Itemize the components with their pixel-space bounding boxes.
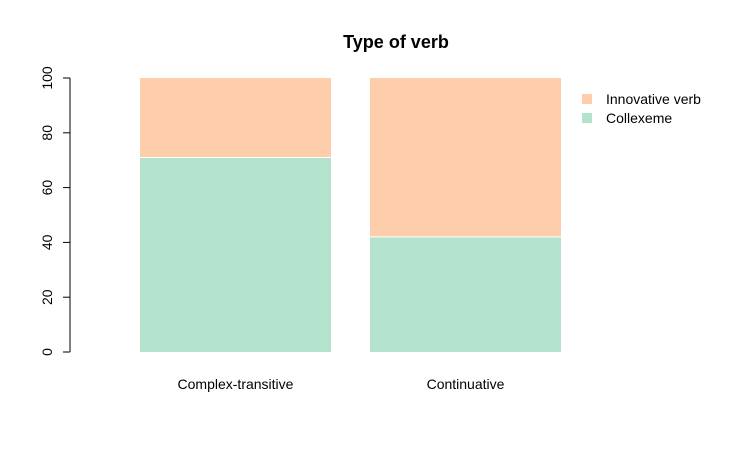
legend-label: Collexeme — [606, 110, 672, 126]
y-tick-label: 0 — [39, 348, 55, 356]
y-tick-label: 60 — [39, 180, 55, 196]
legend-swatch — [582, 94, 592, 104]
legend-swatch — [582, 113, 592, 123]
legend-label: Innovative verb — [606, 91, 701, 107]
legend: Innovative verb Collexeme — [582, 91, 701, 126]
bar-complex-transitive-innovative-verb — [140, 78, 331, 158]
bars-group — [140, 78, 561, 352]
y-axis: 0 20 40 60 80 100 — [39, 66, 71, 356]
y-tick-label: 100 — [39, 66, 55, 90]
y-tick-label: 20 — [39, 289, 55, 305]
y-tick-label: 80 — [39, 125, 55, 141]
y-tick-label: 40 — [39, 234, 55, 250]
bar-complex-transitive-collexeme — [140, 157, 331, 352]
bar-continuative-collexeme — [370, 236, 561, 352]
x-category-label: Complex-transitive — [178, 376, 294, 392]
x-axis-labels: Complex-transitive Continuative — [178, 376, 505, 392]
bar-continuative-innovative-verb — [370, 78, 561, 237]
x-category-label: Continuative — [427, 376, 505, 392]
chart-title: Type of verb — [343, 32, 449, 52]
